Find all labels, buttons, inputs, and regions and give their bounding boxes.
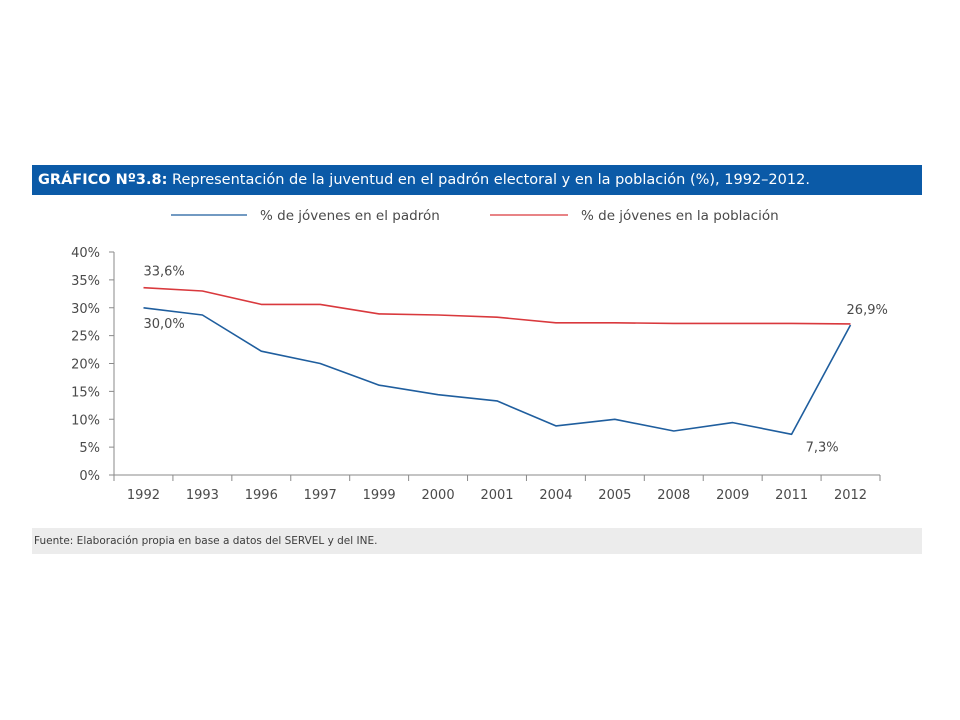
x-tick-label: 2000 xyxy=(422,488,455,503)
y-tick-label: 25% xyxy=(71,330,100,345)
y-tick-label: 40% xyxy=(71,246,100,261)
data-label: 33,6% xyxy=(143,265,184,280)
source-note: Fuente: Elaboración propia en base a dat… xyxy=(32,528,922,554)
legend-label-poblacion: % de jóvenes en la población xyxy=(581,208,779,224)
data-label: 7,3% xyxy=(806,440,839,455)
y-tick-label: 5% xyxy=(79,441,100,456)
x-tick-label: 2009 xyxy=(716,488,749,503)
x-tick-label: 2001 xyxy=(480,488,513,503)
chart-svg: 0% 5% 10% 15% 20% 25% 30% 35% 40% 1992 1993 1996 199… xyxy=(71,208,888,503)
y-tick-label: 30% xyxy=(71,302,100,317)
y-tick-label: 20% xyxy=(71,358,100,373)
chart-number-label: GRÁFICO Nº3.8: xyxy=(38,172,168,188)
y-tick-label: 35% xyxy=(71,274,100,289)
data-label: 26,9% xyxy=(847,303,888,318)
x-tick-label: 2004 xyxy=(539,488,572,503)
line-chart: 0% 5% 10% 15% 20% 25% 30% 35% 40% 1992 1993 1996 199… xyxy=(32,198,922,520)
x-tick-label: 2012 xyxy=(834,488,867,503)
x-tick-label: 2008 xyxy=(657,488,690,503)
y-tick-label: 10% xyxy=(71,413,100,428)
chart-title-text: Representación de la juventud en el padr… xyxy=(167,172,810,188)
y-tick-label: 0% xyxy=(79,469,100,484)
chart-title-bar: GRÁFICO Nº3.8: Representación de la juve… xyxy=(32,165,922,195)
legend-label-padron: % de jóvenes en el padrón xyxy=(260,208,440,224)
x-tick-label: 2005 xyxy=(598,488,631,503)
x-tick-label: 2011 xyxy=(775,488,808,503)
y-tick-label: 15% xyxy=(71,385,100,400)
x-tick-label: 1996 xyxy=(245,488,278,503)
x-tick-label: 1992 xyxy=(127,488,160,503)
data-label: 30,0% xyxy=(143,317,184,332)
x-tick-label: 1999 xyxy=(363,488,396,503)
series-line-padron xyxy=(143,307,852,436)
series-line-poblacion xyxy=(143,286,851,325)
x-tick-label: 1993 xyxy=(186,488,219,503)
x-tick-label: 1997 xyxy=(304,488,337,503)
